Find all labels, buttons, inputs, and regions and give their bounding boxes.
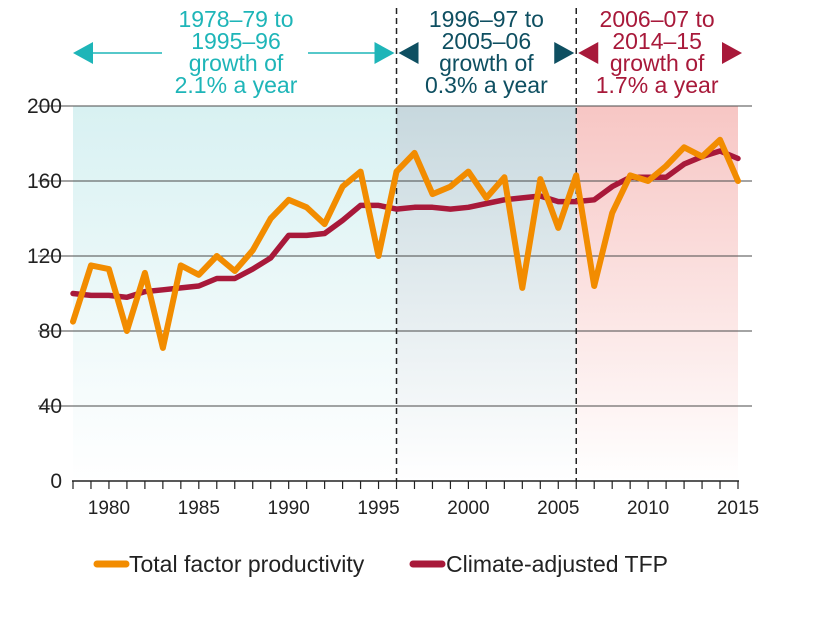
arrowhead-p1-left — [73, 42, 93, 64]
period-dividers — [395, 8, 577, 481]
x-tick-label: 2015 — [717, 498, 759, 519]
x-tick-label: 2000 — [447, 498, 489, 519]
y-tick-label: 0 — [50, 470, 62, 493]
legend-label-tfp: Total factor productivity — [129, 551, 365, 577]
period-3-label-line: 2014–15 — [612, 28, 702, 54]
period-1-label-line: growth of — [189, 50, 284, 76]
x-axis: 1980 1985 1990 1995 2000 2005 2010 2015 — [72, 480, 759, 519]
series-lines — [70, 136, 741, 351]
arrowhead-p1-right — [374, 42, 395, 64]
period-3-label-line: 1.7% a year — [596, 72, 719, 98]
period-3-label-line: growth of — [610, 50, 705, 76]
x-tick-label: 1980 — [88, 498, 130, 519]
y-tick-label: 200 — [27, 95, 62, 118]
arrowhead-p2-right — [554, 42, 575, 64]
arrowhead-p3-left — [578, 42, 599, 64]
period-band-1 — [73, 106, 397, 481]
y-axis: 0 40 80 120 160 200 — [27, 95, 62, 493]
legend: Total factor productivity Climate-adjust… — [93, 551, 668, 577]
period-1-label-line: 1978–79 to — [178, 6, 293, 32]
y-tick-label: 80 — [39, 320, 62, 343]
x-tick-label: 1985 — [178, 498, 220, 519]
y-tick-label: 160 — [27, 170, 62, 193]
x-tick-label: 2010 — [627, 498, 669, 519]
period-1-label-line: 1995–96 — [191, 28, 281, 54]
x-tick-label: 1990 — [268, 498, 310, 519]
period-bands — [73, 106, 738, 481]
period-band-3 — [576, 106, 738, 481]
x-tick-label: 1995 — [357, 498, 399, 519]
y-tick-label: 40 — [39, 395, 62, 418]
x-tick-label: 2005 — [537, 498, 579, 519]
period-band-2 — [396, 106, 577, 481]
series-line-tfp — [70, 136, 741, 351]
arrowhead-p2-left — [398, 42, 419, 64]
arrowhead-p3-right — [722, 42, 742, 64]
period-2-label-line: 1996–97 to — [429, 6, 544, 32]
legend-label-climate-tfp: Climate-adjusted TFP — [446, 551, 668, 577]
period-3-label-line: 2006–07 to — [600, 6, 715, 32]
period-2-label-line: 2005–06 — [442, 28, 532, 54]
y-tick-label: 120 — [27, 245, 62, 268]
period-2-label-line: growth of — [439, 50, 534, 76]
period-1-label-line: 2.1% a year — [175, 72, 298, 98]
period-2-label-line: 0.3% a year — [425, 72, 548, 98]
